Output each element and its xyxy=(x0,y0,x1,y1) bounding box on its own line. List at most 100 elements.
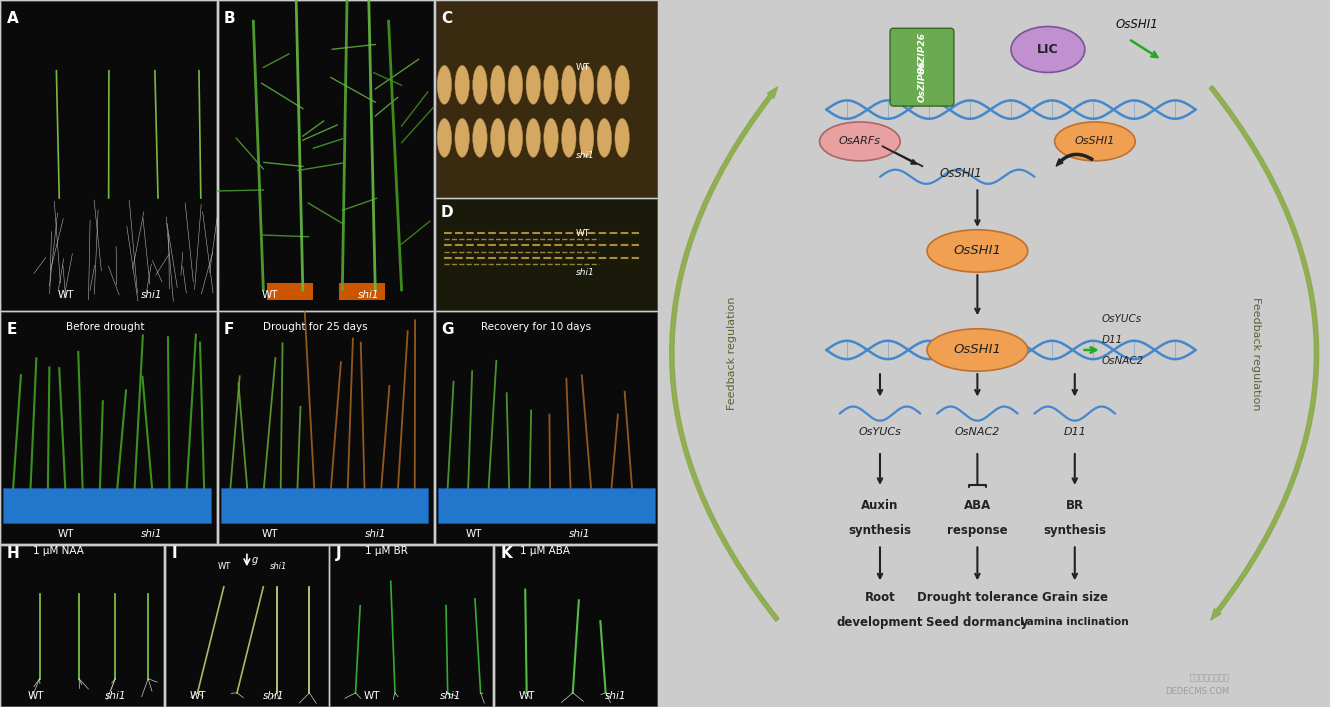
FancyBboxPatch shape xyxy=(218,312,434,543)
Text: WT: WT xyxy=(465,529,483,539)
Text: synthesis: synthesis xyxy=(849,524,911,537)
Text: shi1: shi1 xyxy=(105,691,126,701)
Text: WT: WT xyxy=(262,529,278,539)
Text: OsYUCs: OsYUCs xyxy=(1101,314,1141,324)
Text: F: F xyxy=(223,322,234,337)
Text: Root: Root xyxy=(864,591,895,604)
Ellipse shape xyxy=(927,230,1028,272)
Text: A: A xyxy=(7,11,19,25)
Text: Feedback regulation: Feedback regulation xyxy=(728,297,737,410)
Text: J: J xyxy=(335,546,342,561)
Ellipse shape xyxy=(597,118,612,158)
Text: response: response xyxy=(947,524,1008,537)
FancyBboxPatch shape xyxy=(166,546,329,706)
Text: BR: BR xyxy=(1065,499,1084,512)
Text: shi1: shi1 xyxy=(141,529,162,539)
FancyArrowPatch shape xyxy=(669,87,779,621)
FancyBboxPatch shape xyxy=(3,488,210,523)
Text: 1 μM BR: 1 μM BR xyxy=(366,546,408,556)
Text: shi1: shi1 xyxy=(576,268,595,276)
Ellipse shape xyxy=(508,66,523,104)
Text: Grain size: Grain size xyxy=(1041,591,1108,604)
FancyBboxPatch shape xyxy=(1,1,215,310)
Ellipse shape xyxy=(438,118,452,158)
Text: DEDECMS.COM: DEDECMS.COM xyxy=(1165,687,1229,696)
FancyBboxPatch shape xyxy=(890,28,954,106)
Ellipse shape xyxy=(561,118,576,158)
Text: shi1: shi1 xyxy=(605,691,626,701)
Text: WT: WT xyxy=(217,562,230,571)
Text: shi1: shi1 xyxy=(262,691,285,701)
Text: OsYUCs: OsYUCs xyxy=(859,427,902,437)
Text: OsARFs: OsARFs xyxy=(839,136,880,146)
Ellipse shape xyxy=(527,118,540,158)
Text: shi1: shi1 xyxy=(364,529,386,539)
Text: G: G xyxy=(442,322,454,337)
Text: OsZIP26: OsZIP26 xyxy=(918,32,927,74)
Ellipse shape xyxy=(614,118,629,158)
Ellipse shape xyxy=(580,118,593,158)
Text: LIC: LIC xyxy=(1037,43,1059,56)
Ellipse shape xyxy=(597,66,612,104)
FancyBboxPatch shape xyxy=(495,546,657,706)
Text: B: B xyxy=(223,11,235,25)
Text: development: development xyxy=(837,616,923,629)
Ellipse shape xyxy=(819,122,900,160)
FancyBboxPatch shape xyxy=(266,283,313,300)
Text: OsNAC2: OsNAC2 xyxy=(955,427,1000,437)
Ellipse shape xyxy=(472,66,487,104)
Text: WT: WT xyxy=(57,291,74,300)
Text: I: I xyxy=(172,546,177,561)
Text: shi1: shi1 xyxy=(569,529,591,539)
Text: C: C xyxy=(442,11,452,25)
Text: Drought for 25 days: Drought for 25 days xyxy=(263,322,368,332)
Text: OsSHI1: OsSHI1 xyxy=(954,344,1001,356)
Text: WT: WT xyxy=(576,229,591,238)
Text: WT: WT xyxy=(57,529,74,539)
Text: WT: WT xyxy=(262,291,278,300)
Text: synthesis: synthesis xyxy=(1043,524,1107,537)
Ellipse shape xyxy=(472,118,487,158)
Text: WT: WT xyxy=(576,63,591,71)
Text: shi1: shi1 xyxy=(270,562,287,571)
Ellipse shape xyxy=(927,329,1028,371)
Text: g: g xyxy=(251,555,258,565)
Text: D: D xyxy=(442,205,454,220)
Text: WT: WT xyxy=(519,691,535,701)
Text: OsSHI1: OsSHI1 xyxy=(954,245,1001,257)
Text: WT: WT xyxy=(28,691,44,701)
FancyBboxPatch shape xyxy=(436,1,657,197)
Ellipse shape xyxy=(544,118,559,158)
FancyBboxPatch shape xyxy=(436,199,657,310)
Ellipse shape xyxy=(455,66,469,104)
Text: H: H xyxy=(7,546,20,561)
Ellipse shape xyxy=(438,66,452,104)
Text: K: K xyxy=(500,546,512,561)
FancyBboxPatch shape xyxy=(436,312,657,543)
Text: E: E xyxy=(7,322,17,337)
Text: shi1: shi1 xyxy=(576,151,595,160)
Text: Drought tolerance: Drought tolerance xyxy=(916,591,1037,604)
FancyArrowPatch shape xyxy=(1209,86,1319,620)
Text: OsSHI1: OsSHI1 xyxy=(1115,18,1158,31)
Text: 1 μM NAA: 1 μM NAA xyxy=(33,546,84,556)
Text: D11: D11 xyxy=(1064,427,1087,437)
Text: WT: WT xyxy=(363,691,380,701)
Ellipse shape xyxy=(614,66,629,104)
FancyBboxPatch shape xyxy=(221,488,428,523)
Ellipse shape xyxy=(1011,26,1085,72)
Ellipse shape xyxy=(561,66,576,104)
Text: Auxin: Auxin xyxy=(862,499,899,512)
Ellipse shape xyxy=(491,66,505,104)
Text: 梦想内容管理系统: 梦想内容管理系统 xyxy=(1189,673,1229,682)
Text: shi1: shi1 xyxy=(141,291,162,300)
FancyBboxPatch shape xyxy=(330,546,492,706)
Text: OsSHI1: OsSHI1 xyxy=(939,167,982,180)
FancyBboxPatch shape xyxy=(1,312,215,543)
Ellipse shape xyxy=(1055,122,1136,160)
Ellipse shape xyxy=(455,118,469,158)
Ellipse shape xyxy=(544,66,559,104)
Text: Recovery for 10 days: Recovery for 10 days xyxy=(480,322,591,332)
Text: Seed dormancy: Seed dormancy xyxy=(926,616,1028,629)
Text: OsNAC2: OsNAC2 xyxy=(1101,356,1144,366)
